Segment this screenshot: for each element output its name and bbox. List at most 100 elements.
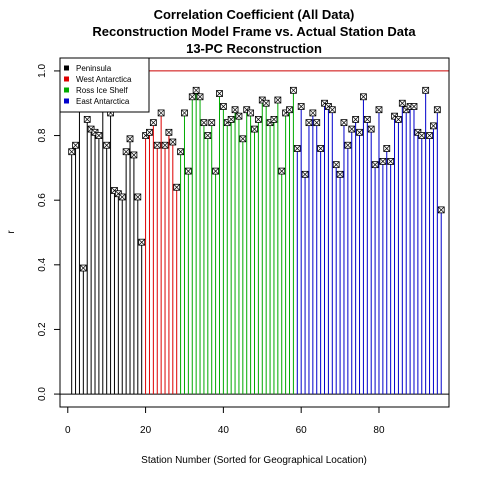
x-tick-label: 80	[373, 425, 385, 436]
data-point	[231, 106, 239, 114]
chart-title-line-2: Reconstruction Model Frame vs. Actual St…	[92, 24, 416, 39]
plot-area	[60, 70, 449, 395]
legend-label: Peninsula	[76, 64, 112, 73]
data-point	[208, 119, 216, 127]
legend-swatch	[64, 87, 69, 93]
data-point	[126, 135, 134, 143]
x-tick-label: 20	[140, 425, 152, 436]
data-point	[379, 158, 387, 165]
data-point	[360, 93, 367, 101]
data-point	[200, 119, 208, 127]
data-point	[134, 193, 142, 201]
data-point	[383, 145, 391, 152]
legend-entry: East Antarctica	[64, 97, 130, 106]
y-tick-label: 0.8	[37, 128, 48, 142]
data-point	[254, 115, 262, 123]
data-point	[122, 148, 130, 156]
data-point	[95, 132, 103, 139]
data-point	[184, 167, 192, 175]
data-point	[398, 99, 406, 107]
data-point	[216, 90, 223, 97]
legend-entry: West Antarctica	[64, 75, 132, 84]
data-point	[204, 132, 212, 139]
data-point	[422, 86, 430, 94]
y-tick-label: 0.6	[37, 193, 48, 207]
data-point	[313, 119, 321, 127]
legend-label: West Antarctica	[76, 75, 132, 84]
data-point	[79, 264, 87, 272]
y-tick-label: 0.0	[37, 387, 48, 401]
data-point	[332, 161, 340, 169]
data-point	[188, 93, 196, 101]
data-point	[375, 106, 383, 114]
data-point	[165, 128, 173, 136]
data-point	[219, 103, 227, 110]
data-point	[305, 119, 313, 127]
data-point	[348, 125, 356, 133]
data-point	[387, 158, 395, 165]
data-point	[192, 86, 200, 94]
data-point	[433, 106, 441, 114]
data-point	[196, 93, 204, 101]
legend-swatch	[64, 65, 69, 71]
data-point	[153, 141, 161, 149]
chart-title-line-3: 13-PC Reconstruction	[186, 41, 322, 56]
data-point	[130, 151, 138, 159]
x-tick-label: 60	[296, 425, 308, 436]
data-point	[426, 132, 433, 139]
data-point	[340, 119, 348, 127]
legend-swatch	[64, 98, 69, 104]
data-point	[352, 115, 360, 123]
data-point	[227, 115, 235, 123]
data-point	[212, 167, 220, 175]
y-axis-label: r	[6, 230, 17, 234]
data-point	[309, 109, 317, 117]
data-point	[430, 122, 437, 130]
axes: 0 20 40 60 80 0.0 0.2 0.4 0.6 0.8 1.0	[37, 64, 385, 436]
x-axis-label: Station Number (Sorted for Geographical …	[141, 455, 367, 466]
y-tick-label: 0.2	[37, 322, 48, 336]
data-point	[72, 141, 79, 149]
data-point	[278, 167, 286, 175]
data-point	[181, 109, 188, 117]
y-tick-label: 0.4	[37, 257, 48, 271]
legend-entry: Peninsula	[64, 64, 112, 73]
legend-box	[59, 57, 150, 113]
data-point	[83, 115, 91, 123]
data-point	[103, 141, 111, 149]
data-point	[418, 132, 426, 139]
data-point	[157, 109, 165, 117]
data-point	[68, 148, 76, 156]
data-point	[274, 96, 282, 104]
data-point	[169, 138, 177, 146]
data-point	[289, 86, 297, 94]
data-point	[239, 135, 247, 143]
data-point	[297, 103, 305, 110]
data-point	[367, 125, 375, 133]
data-point	[262, 99, 270, 107]
data-point	[317, 145, 325, 152]
data-point	[286, 106, 293, 114]
data-point	[138, 238, 146, 246]
legend: Peninsula West Antarctica Ross Ice Shelf Ea…	[59, 57, 150, 113]
data-point	[118, 193, 126, 201]
data-point	[177, 148, 184, 156]
data-point	[363, 115, 371, 123]
data-point	[270, 115, 278, 123]
x-tick-label: 0	[65, 425, 71, 436]
data-point	[235, 112, 243, 120]
x-tick-label: 40	[218, 425, 230, 436]
legend-entry: Ross Ice Shelf	[64, 86, 128, 95]
data-point	[395, 115, 402, 123]
data-point	[146, 128, 153, 136]
data-point	[149, 119, 157, 127]
data-point	[328, 106, 336, 114]
data-point	[173, 183, 181, 191]
data-point	[247, 109, 255, 117]
legend-label: East Antarctica	[76, 97, 130, 106]
data-point	[336, 170, 344, 178]
data-point	[371, 161, 379, 169]
data-point	[410, 103, 418, 110]
data-point	[293, 145, 301, 152]
